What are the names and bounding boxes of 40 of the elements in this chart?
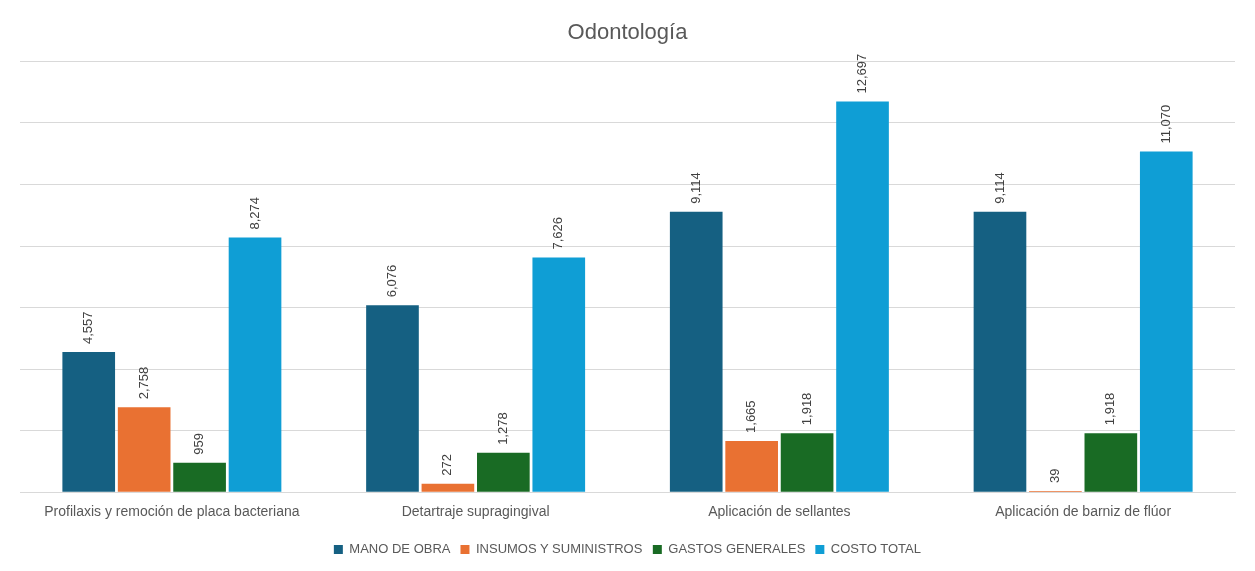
legend-label: GASTOS GENERALES	[668, 541, 806, 557]
legend-label: COSTO TOTAL	[830, 541, 921, 557]
data-label: 12,697	[854, 53, 870, 94]
legend-label: MANO DE OBRA	[349, 541, 451, 557]
data-label: 9,114	[687, 172, 703, 204]
bar	[117, 407, 171, 492]
bar	[477, 452, 530, 492]
data-label: 6,076	[384, 264, 400, 298]
bar	[532, 257, 586, 492]
bar	[780, 433, 834, 492]
data-label: 11,070	[1157, 104, 1173, 144]
data-label: 8,274	[246, 197, 262, 230]
bar	[973, 211, 1027, 492]
data-label: 4,557	[80, 311, 96, 344]
data-label: 39	[1046, 468, 1062, 483]
data-label: 1,918	[1102, 392, 1118, 426]
bar	[669, 211, 723, 492]
bar	[173, 462, 226, 492]
data-label: 1,278	[494, 412, 510, 445]
bar	[1139, 151, 1193, 492]
data-label: 9,114	[991, 172, 1007, 204]
data-label: 2,758	[135, 366, 151, 400]
chart-title: Odontología	[567, 19, 689, 45]
bar	[366, 305, 419, 492]
x-tick-label: Aplicación de barniz de flúor	[995, 503, 1172, 520]
x-tick-label: Aplicación de sellantes	[708, 503, 851, 520]
bar	[228, 237, 282, 492]
data-label: 1,665	[743, 400, 759, 433]
bar	[62, 351, 116, 492]
bar	[1084, 433, 1138, 492]
data-label: 959	[191, 432, 207, 455]
bar	[836, 101, 889, 492]
x-tick-label: Detartraje supragingival	[401, 503, 550, 520]
bar	[421, 483, 475, 492]
data-label: 7,626	[550, 216, 566, 250]
x-tick-label: Profilaxis y remoción de placa bacteriana	[44, 503, 300, 520]
data-label: 1,918	[798, 392, 814, 426]
data-label: 272	[439, 454, 455, 476]
legend-label: INSUMOS Y SUMINISTROS	[475, 541, 643, 557]
bar	[725, 440, 778, 492]
